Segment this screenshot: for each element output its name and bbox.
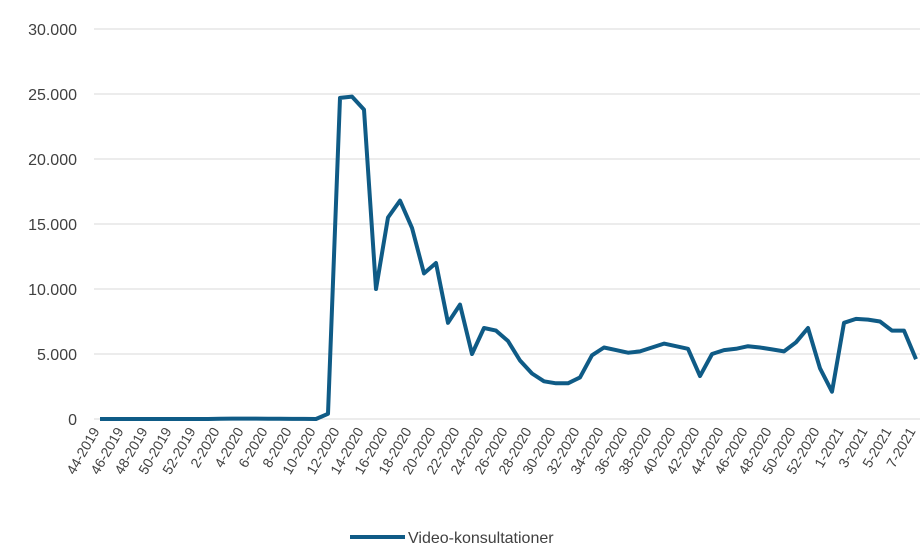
y-tick-label: 15.000	[28, 217, 77, 234]
y-tick-label: 25.000	[28, 87, 77, 104]
y-tick-label: 10.000	[28, 282, 77, 299]
y-tick-label: 20.000	[28, 152, 77, 169]
legend-label: Video-konsultationer	[408, 530, 554, 547]
y-tick-label: 30.000	[28, 22, 77, 39]
y-tick-label: 0	[68, 412, 77, 429]
y-tick-label: 5.000	[37, 347, 77, 364]
data-line	[100, 94, 918, 421]
